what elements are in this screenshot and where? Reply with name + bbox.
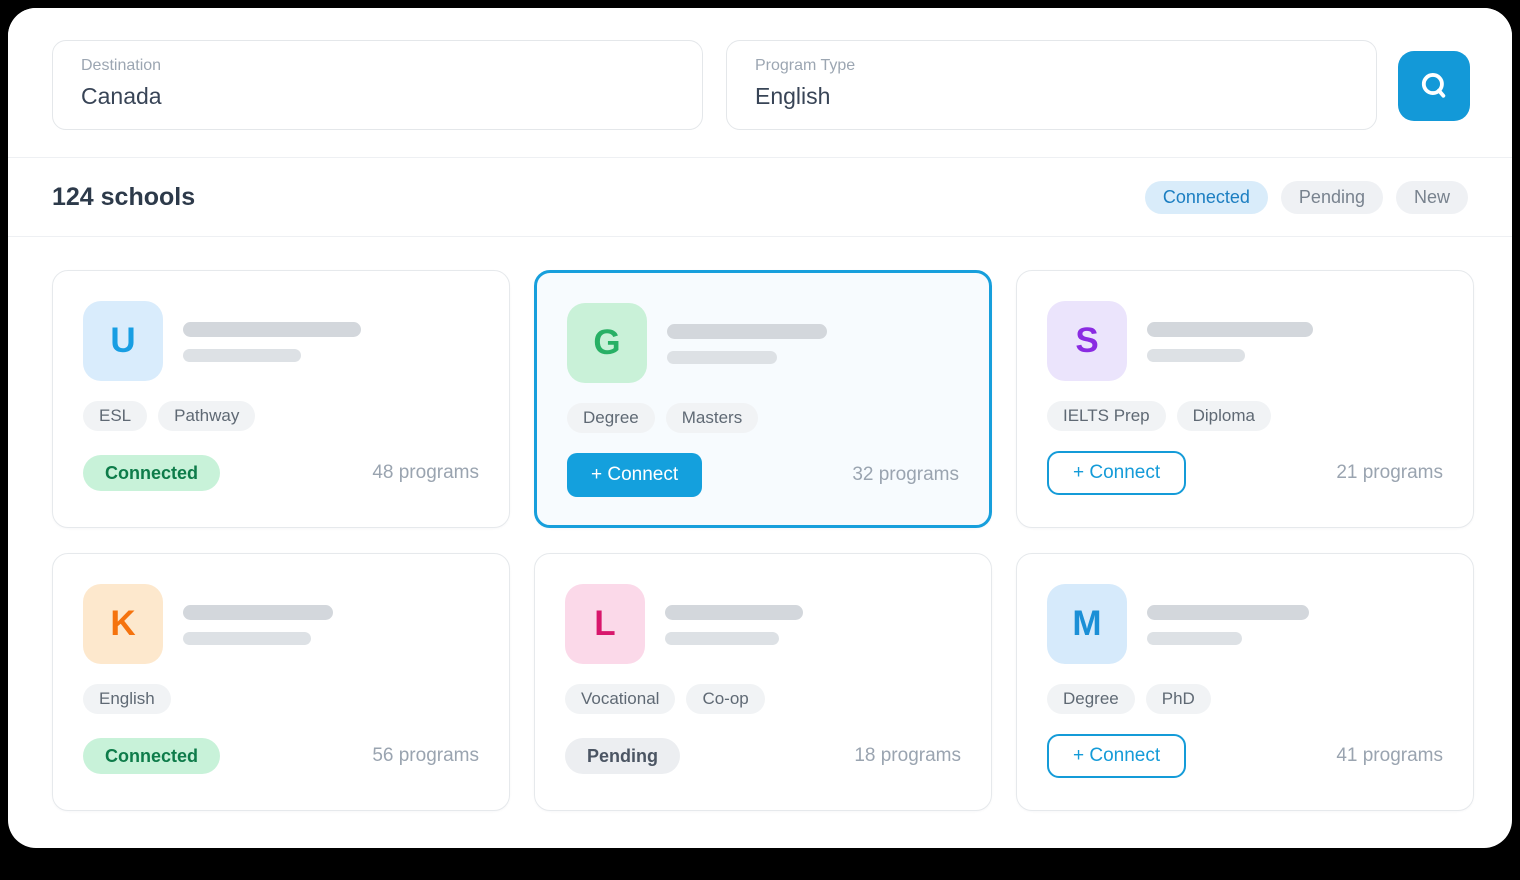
results-count: 124 schools bbox=[52, 182, 196, 211]
tag-list: English bbox=[83, 684, 171, 714]
programs-count: 32 programs bbox=[852, 464, 959, 485]
programs-count: 21 programs bbox=[1336, 462, 1443, 483]
tag: Vocational bbox=[565, 684, 676, 714]
school-name-placeholder bbox=[183, 322, 361, 337]
tag: English bbox=[83, 684, 171, 714]
school-card[interactable]: S IELTS Prep Diploma + Connect 21 progra… bbox=[1016, 270, 1474, 528]
tag: IELTS Prep bbox=[1047, 401, 1166, 431]
search-icon bbox=[1417, 69, 1451, 103]
school-avatar: S bbox=[1047, 301, 1127, 381]
destination-label: Destination bbox=[81, 57, 162, 74]
school-subtitle-placeholder bbox=[665, 632, 779, 645]
school-card[interactable]: U ESL Pathway Connected 48 programs bbox=[52, 270, 510, 528]
tag: Degree bbox=[1047, 684, 1135, 714]
school-subtitle-placeholder bbox=[1147, 632, 1242, 645]
tag-list: Degree Masters bbox=[567, 403, 759, 433]
tag: ESL bbox=[83, 401, 148, 431]
tag-list: Vocational Co-op bbox=[565, 684, 765, 714]
programs-count: 18 programs bbox=[854, 745, 961, 766]
school-subtitle-placeholder bbox=[1147, 349, 1245, 362]
programs-count: 56 programs bbox=[372, 745, 479, 766]
program-type-field[interactable]: Program Type English bbox=[726, 40, 1377, 130]
connect-button[interactable]: + Connect bbox=[567, 453, 703, 497]
search-button[interactable] bbox=[1398, 51, 1470, 121]
school-subtitle-placeholder bbox=[183, 349, 301, 362]
school-card[interactable]: K English Connected 56 programs bbox=[52, 553, 510, 811]
school-subtitle-placeholder bbox=[667, 351, 777, 364]
status-badge: Pending bbox=[565, 738, 680, 774]
school-avatar: G bbox=[567, 303, 647, 383]
destination-field[interactable]: Destination Canada bbox=[52, 40, 703, 130]
tag: Pathway bbox=[158, 401, 256, 431]
school-avatar: M bbox=[1047, 584, 1127, 664]
school-subtitle-placeholder bbox=[183, 632, 311, 645]
filter-chip-new[interactable]: New bbox=[1395, 180, 1468, 214]
school-avatar: K bbox=[83, 584, 163, 664]
filter-chip-connected[interactable]: Connected bbox=[1144, 180, 1268, 214]
programs-count: 41 programs bbox=[1336, 745, 1443, 766]
search-bar: Destination Canada Program Type English bbox=[8, 8, 1512, 157]
tag-list: Degree PhD bbox=[1047, 684, 1211, 714]
tag: Co-op bbox=[686, 684, 765, 714]
results-header: 124 schools Connected Pending New bbox=[8, 157, 1512, 237]
connect-button[interactable]: + Connect bbox=[1047, 734, 1187, 778]
school-card[interactable]: M Degree PhD + Connect 41 programs bbox=[1016, 553, 1474, 811]
connect-button[interactable]: + Connect bbox=[1047, 451, 1187, 495]
school-card-grid: U ESL Pathway Connected 48 programs G De… bbox=[52, 270, 1474, 811]
school-name-placeholder bbox=[1147, 605, 1309, 620]
destination-value[interactable]: Canada bbox=[81, 82, 162, 109]
tag: PhD bbox=[1145, 684, 1211, 714]
program-type-label: Program Type bbox=[755, 57, 856, 74]
filter-chips: Connected Pending New bbox=[1144, 180, 1468, 214]
program-type-value[interactable]: English bbox=[755, 82, 831, 109]
school-name-placeholder bbox=[667, 324, 827, 339]
tag-list: ESL Pathway bbox=[83, 401, 256, 431]
school-name-placeholder bbox=[665, 605, 803, 620]
status-badge: Connected bbox=[83, 455, 221, 491]
school-card-selected[interactable]: G Degree Masters + Connect 32 programs bbox=[534, 270, 992, 528]
tag: Degree bbox=[567, 403, 655, 433]
tag-list: IELTS Prep Diploma bbox=[1047, 401, 1271, 431]
status-badge: Connected bbox=[83, 738, 221, 774]
app-panel: Destination Canada Program Type English … bbox=[8, 8, 1512, 848]
school-card[interactable]: L Vocational Co-op Pending 18 programs bbox=[534, 553, 992, 811]
programs-count: 48 programs bbox=[372, 462, 479, 483]
school-name-placeholder bbox=[183, 605, 333, 620]
tag: Diploma bbox=[1176, 401, 1271, 431]
filter-chip-pending[interactable]: Pending bbox=[1280, 180, 1383, 214]
school-avatar: U bbox=[83, 301, 163, 381]
school-avatar: L bbox=[565, 584, 645, 664]
school-name-placeholder bbox=[1147, 322, 1313, 337]
tag: Masters bbox=[665, 403, 759, 433]
